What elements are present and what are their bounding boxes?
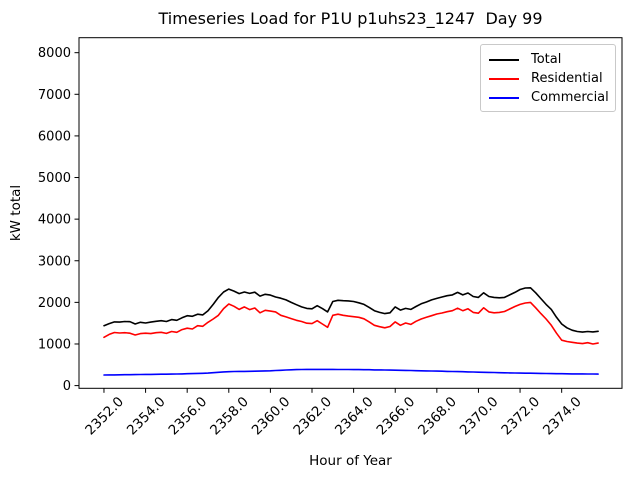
x-tick-label: 2366.0 xyxy=(374,394,419,439)
x-tick-label: 2368.0 xyxy=(415,394,460,439)
y-tick-label: 8000 xyxy=(38,46,71,61)
legend-item-commercial: Commercial xyxy=(481,88,615,107)
legend-label: Commercial xyxy=(531,90,609,105)
legend-label: Residential xyxy=(531,71,603,86)
y-tick-label: 4000 xyxy=(38,213,71,228)
x-tick-label: 2370.0 xyxy=(457,394,502,439)
y-tick-label: 3000 xyxy=(38,254,71,269)
series-line-commercial xyxy=(103,368,599,376)
legend: Total Residential Commercial xyxy=(480,44,616,112)
x-tick-label: 2360.0 xyxy=(249,394,294,439)
legend-item-total: Total xyxy=(481,50,615,69)
x-tick-label: 2374.0 xyxy=(540,394,585,439)
legend-line-sample-commercial xyxy=(489,96,519,99)
x-tick-label: 2372.0 xyxy=(498,394,543,439)
chart-title: Timeseries Load for P1U p1uhs23_1247 Day… xyxy=(158,9,543,28)
plot-border xyxy=(78,37,623,389)
y-axis-label: kW total xyxy=(8,184,24,242)
y-tick-label: 1000 xyxy=(38,337,71,352)
series-line-residential xyxy=(103,301,599,345)
x-tick-label: 2358.0 xyxy=(207,394,252,439)
x-tick-label: 2352.0 xyxy=(82,394,127,439)
legend-label: Total xyxy=(531,52,562,67)
x-tick-label: 2356.0 xyxy=(166,394,211,439)
legend-line-sample-residential xyxy=(489,77,519,80)
y-tick-label: 7000 xyxy=(38,88,71,103)
y-tick-label: 2000 xyxy=(38,296,71,311)
x-tick-label: 2362.0 xyxy=(290,394,335,439)
legend-item-residential: Residential xyxy=(481,69,615,88)
series-line-total xyxy=(103,286,599,333)
x-axis-label: Hour of Year xyxy=(309,453,392,469)
y-tick-label: 6000 xyxy=(38,129,71,144)
y-tick-label: 0 xyxy=(63,379,71,394)
x-tick-label: 2364.0 xyxy=(332,394,377,439)
y-tick-label: 5000 xyxy=(38,171,71,186)
x-tick-label: 2354.0 xyxy=(124,394,169,439)
legend-line-sample-total xyxy=(489,58,519,61)
